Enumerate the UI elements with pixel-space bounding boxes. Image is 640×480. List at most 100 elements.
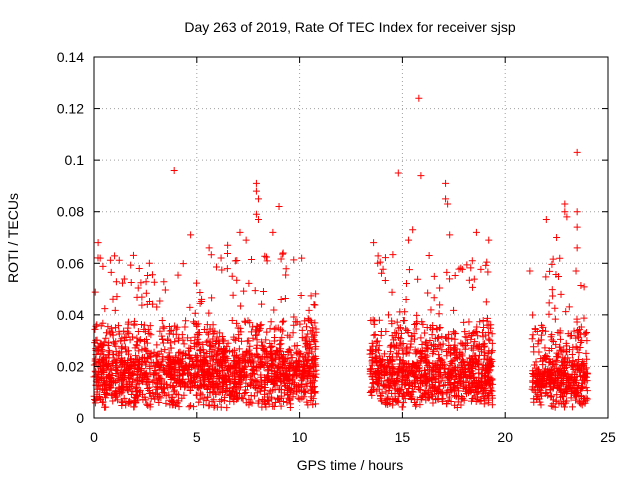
data-point (207, 342, 215, 350)
data-point (122, 348, 130, 356)
data-point (238, 337, 246, 345)
data-point (294, 394, 302, 402)
data-point (142, 369, 150, 377)
data-point (196, 389, 204, 397)
data-point (450, 306, 458, 314)
data-point (118, 279, 126, 287)
data-point (210, 396, 218, 404)
data-point (573, 223, 581, 231)
data-point (488, 339, 496, 347)
data-point (266, 344, 274, 352)
data-point (429, 363, 437, 371)
data-point (290, 256, 298, 264)
data-point (405, 372, 413, 380)
data-point (104, 372, 112, 380)
data-point (277, 255, 285, 263)
data-point (574, 389, 582, 397)
data-point (247, 375, 255, 383)
data-point (249, 323, 257, 331)
data-point (300, 374, 308, 382)
data-point (574, 332, 582, 340)
data-point (395, 344, 403, 352)
data-point (196, 288, 204, 296)
data-point (484, 268, 492, 276)
data-point (557, 387, 565, 395)
data-point (143, 339, 151, 347)
data-point (156, 366, 164, 374)
data-point (230, 335, 238, 343)
data-point (165, 354, 173, 362)
data-point (310, 355, 318, 363)
data-point (426, 337, 434, 345)
data-point (136, 374, 144, 382)
data-point (186, 303, 194, 311)
data-point (265, 389, 273, 397)
data-point (188, 378, 196, 386)
data-point (458, 265, 466, 273)
y-axis-label: ROTI / TECUs (5, 193, 21, 283)
data-point (231, 364, 239, 372)
data-point (418, 395, 426, 403)
data-point (459, 384, 467, 392)
data-point (198, 382, 206, 390)
data-point (236, 324, 244, 332)
data-point (479, 317, 487, 325)
data-point (401, 360, 409, 368)
data-point (376, 362, 384, 370)
data-point (573, 208, 581, 216)
data-point (409, 369, 417, 377)
data-point (382, 399, 390, 407)
data-point (578, 360, 586, 368)
data-point (116, 390, 124, 398)
data-point (114, 396, 122, 404)
data-point (549, 360, 557, 368)
data-point (168, 393, 176, 401)
data-point (404, 388, 412, 396)
data-point (466, 375, 474, 383)
data-point (246, 398, 254, 406)
data-point (224, 241, 232, 249)
data-point (443, 268, 451, 276)
data-point (246, 342, 254, 350)
data-point (170, 357, 178, 365)
data-point (422, 379, 430, 387)
data-point (412, 350, 420, 358)
data-point (558, 347, 566, 355)
data-point (270, 403, 278, 411)
data-point (547, 372, 555, 380)
data-point (555, 351, 563, 359)
data-point (311, 359, 319, 367)
data-point (423, 344, 431, 352)
data-point (468, 367, 476, 375)
data-point (141, 371, 149, 379)
data-point (194, 320, 202, 328)
data-point (583, 395, 591, 403)
data-point (310, 372, 318, 380)
data-point (464, 365, 472, 373)
data-point (105, 346, 113, 354)
data-point (383, 376, 391, 384)
data-point (137, 321, 145, 329)
data-point (129, 251, 137, 259)
data-point (273, 381, 281, 389)
data-point (432, 396, 440, 404)
data-point (528, 335, 536, 343)
data-point (432, 368, 440, 376)
data-point (228, 317, 236, 325)
data-point (555, 399, 563, 407)
data-point (484, 399, 492, 407)
data-point (377, 269, 385, 277)
data-point (304, 375, 312, 383)
data-point (444, 379, 452, 387)
data-point (304, 330, 312, 338)
data-point (582, 349, 590, 357)
data-point (468, 395, 476, 403)
data-point (537, 336, 545, 344)
data-point (233, 256, 241, 264)
data-point (551, 403, 559, 411)
data-point (312, 325, 320, 333)
data-point (240, 287, 248, 295)
data-point (214, 347, 222, 355)
data-point (458, 359, 466, 367)
data-point (401, 381, 409, 389)
